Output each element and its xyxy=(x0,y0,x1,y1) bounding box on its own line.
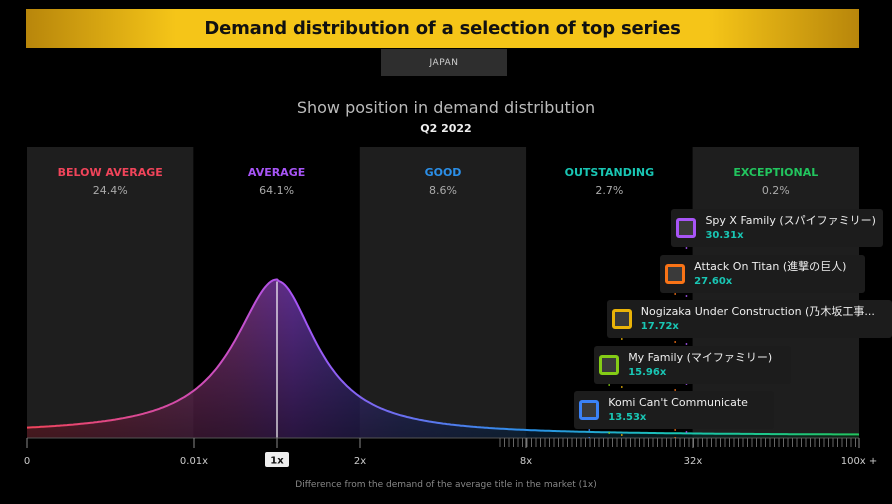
distribution-area-shade xyxy=(27,279,859,438)
title-info: Spy X Family (スパイファミリー) 30.31x xyxy=(705,213,875,243)
title-info: My Family (マイファミリー) 15.96x xyxy=(628,350,772,380)
title-demand-value: 13.53x xyxy=(608,412,647,423)
chart-subtitle: Show position in demand distribution xyxy=(296,98,596,117)
poster-thumbnail xyxy=(676,218,697,238)
band-share: 24.4% xyxy=(93,184,128,197)
poster-thumbnail xyxy=(611,309,632,329)
title-banner: Demand distribution of a selection of to… xyxy=(26,9,859,48)
region-badge: JAPAN xyxy=(381,49,507,76)
band-share: 0.2% xyxy=(762,184,790,197)
tick-label: 100x + xyxy=(841,456,878,467)
title-card[interactable]: Komi Can't Communicate 13.53x xyxy=(574,391,775,429)
band-label: BELOW AVERAGE xyxy=(58,166,163,179)
title-demand-value: 27.60x xyxy=(694,276,733,287)
highlighted-tick-bg xyxy=(265,452,289,467)
title-info: Attack On Titan (進撃の巨人) 27.60x xyxy=(694,259,846,289)
x-axis-label: Difference from the demand of the averag… xyxy=(295,480,597,490)
band-label: EXCEPTIONAL xyxy=(733,166,818,179)
title-card[interactable]: Attack On Titan (進撃の巨人) 27.60x xyxy=(660,255,866,293)
tick-label: 1x xyxy=(270,456,284,467)
title-card[interactable]: My Family (マイファミリー) 15.96x xyxy=(594,346,792,384)
title-demand-value: 30.31x xyxy=(705,230,744,241)
band-label: GOOD xyxy=(425,166,462,179)
band-label: AVERAGE xyxy=(248,166,305,179)
band-share: 8.6% xyxy=(429,184,457,197)
tick-label: 8x xyxy=(520,456,532,467)
tick-label: 0 xyxy=(24,456,30,467)
tick-label: 0.01x xyxy=(180,456,208,467)
chart-title: Demand distribution of a selection of to… xyxy=(204,18,681,39)
poster-thumbnail xyxy=(599,355,620,375)
poster-thumbnail xyxy=(579,400,600,420)
band-share: 2.7% xyxy=(595,184,623,197)
title-name: Nogizaka Under Construction (乃木坂工事... xyxy=(640,305,875,318)
title-name: Komi Can't Communicate xyxy=(608,396,748,409)
band-label: OUTSTANDING xyxy=(565,166,655,179)
title-name: Attack On Titan (進撃の巨人) xyxy=(694,260,847,273)
title-info: Nogizaka Under Construction (乃木坂工事... 17.… xyxy=(641,304,875,334)
title-name: My Family (マイファミリー) xyxy=(628,351,773,364)
band-below-average xyxy=(27,147,194,438)
title-name: Spy X Family (スパイファミリー) xyxy=(705,214,876,227)
title-card[interactable]: Nogizaka Under Construction (乃木坂工事... 17.… xyxy=(606,300,892,338)
region-label: JAPAN xyxy=(429,57,459,68)
poster-thumbnail xyxy=(665,264,686,284)
title-demand-value: 15.96x xyxy=(628,367,667,378)
tick-label: 32x xyxy=(684,456,703,467)
tick-label: 2x xyxy=(354,456,366,467)
distribution-curve xyxy=(26,278,860,436)
band-good xyxy=(359,147,527,438)
period-label: Q2 2022 xyxy=(420,122,472,135)
title-info: Komi Can't Communicate 13.53x xyxy=(608,395,748,425)
title-card[interactable]: Spy X Family (スパイファミリー) 30.31x xyxy=(671,209,884,247)
title-demand-value: 17.72x xyxy=(640,321,679,332)
band-share: 64.1% xyxy=(259,184,294,197)
